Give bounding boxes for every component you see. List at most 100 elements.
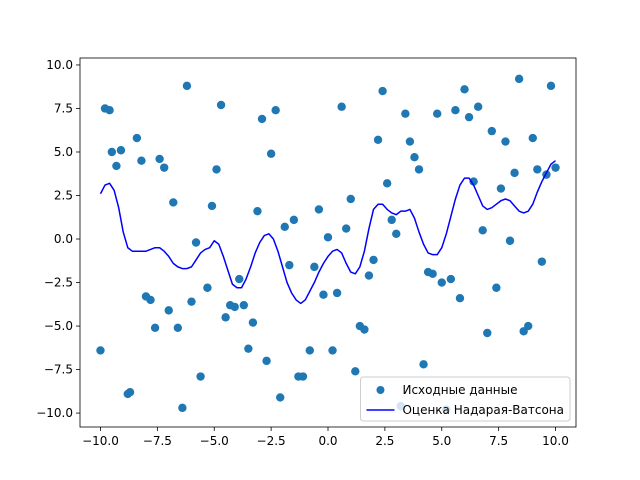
data-point bbox=[196, 372, 205, 381]
data-point bbox=[173, 323, 183, 332]
data-point bbox=[169, 198, 178, 207]
data-point bbox=[455, 293, 465, 303]
y-tick-label: −7.5 bbox=[44, 363, 73, 377]
data-point bbox=[546, 81, 556, 91]
x-axis: −10.0 −7.5 −5.0 −2.5 0.0 2.5 5.0 7.5 10.0 bbox=[82, 427, 569, 448]
data-point bbox=[323, 233, 333, 242]
data-point bbox=[155, 154, 164, 164]
nadaraya-watson-series bbox=[99, 160, 556, 305]
data-point bbox=[212, 165, 221, 174]
data-point bbox=[164, 306, 173, 315]
data-point bbox=[216, 100, 226, 110]
data-point bbox=[469, 177, 478, 186]
data-point bbox=[428, 269, 437, 279]
data-point bbox=[285, 260, 294, 270]
data-point bbox=[146, 295, 155, 305]
data-point bbox=[414, 165, 424, 174]
data-point bbox=[483, 328, 492, 338]
x-tick-label: 7.5 bbox=[489, 434, 508, 448]
data-point bbox=[342, 224, 351, 233]
y-tick-label: 7.5 bbox=[54, 101, 73, 115]
data-point bbox=[437, 278, 446, 287]
data-point bbox=[137, 156, 146, 165]
legend-label-line: Оценка Надарая-Ватсона bbox=[402, 403, 564, 417]
data-point bbox=[328, 346, 337, 355]
data-point bbox=[150, 323, 160, 332]
data-point bbox=[382, 179, 392, 188]
data-point bbox=[364, 271, 374, 280]
x-tick-label: 5.0 bbox=[432, 434, 451, 448]
data-point bbox=[373, 135, 383, 145]
data-point bbox=[510, 168, 519, 178]
data-point bbox=[446, 274, 456, 284]
data-point bbox=[346, 194, 355, 204]
data-point bbox=[182, 81, 192, 91]
scatter-series bbox=[96, 74, 560, 414]
x-tick-label: 10.0 bbox=[542, 434, 569, 448]
data-point bbox=[492, 283, 501, 292]
data-point bbox=[351, 367, 360, 376]
data-point bbox=[253, 206, 262, 216]
data-point bbox=[501, 137, 510, 146]
data-point bbox=[360, 325, 369, 334]
data-point bbox=[280, 222, 289, 232]
data-point bbox=[405, 137, 415, 146]
x-tick-label: 2.5 bbox=[375, 434, 394, 448]
data-point bbox=[207, 201, 217, 211]
plot-area bbox=[79, 57, 577, 428]
y-tick-label: 2.5 bbox=[54, 189, 73, 203]
legend: Исходные данные Оценка Надарая-Ватсона bbox=[359, 376, 571, 422]
legend-label-scatter: Исходные данные bbox=[402, 383, 517, 397]
x-tick-label: 0.0 bbox=[318, 434, 337, 448]
data-point bbox=[433, 109, 442, 118]
plot-frame bbox=[79, 57, 577, 428]
data-point bbox=[276, 393, 285, 402]
data-point bbox=[533, 165, 542, 174]
data-point bbox=[401, 109, 410, 118]
data-point bbox=[464, 112, 474, 122]
data-point bbox=[410, 153, 419, 162]
data-point bbox=[262, 356, 271, 366]
y-tick-label: −10.0 bbox=[36, 406, 73, 420]
data-point bbox=[230, 302, 239, 312]
data-point bbox=[310, 262, 319, 272]
data-point bbox=[419, 360, 428, 369]
data-point bbox=[187, 297, 196, 306]
data-point bbox=[235, 274, 244, 284]
data-point bbox=[387, 215, 396, 225]
data-point bbox=[337, 102, 346, 111]
data-point bbox=[257, 114, 267, 124]
x-tick-label: −7.5 bbox=[143, 434, 172, 448]
data-point bbox=[478, 226, 487, 235]
data-point bbox=[191, 238, 201, 247]
data-point bbox=[96, 346, 105, 355]
data-point bbox=[221, 313, 230, 322]
data-point bbox=[551, 163, 560, 172]
data-point bbox=[203, 283, 212, 292]
data-point bbox=[266, 149, 276, 158]
x-tick-label: −2.5 bbox=[257, 434, 286, 448]
data-point bbox=[314, 205, 324, 214]
data-point bbox=[244, 344, 253, 353]
data-point bbox=[487, 126, 497, 136]
x-tick-label: −10.0 bbox=[82, 434, 119, 448]
data-point bbox=[524, 321, 533, 331]
data-point bbox=[332, 288, 342, 298]
data-point bbox=[239, 300, 249, 310]
y-tick-label: −2.5 bbox=[44, 276, 73, 290]
data-point bbox=[271, 106, 280, 115]
data-point bbox=[159, 163, 169, 172]
data-point bbox=[496, 184, 506, 193]
data-point bbox=[514, 74, 524, 84]
data-point bbox=[378, 86, 387, 96]
data-point bbox=[178, 403, 187, 413]
data-point bbox=[460, 85, 469, 94]
estimate-line bbox=[99, 160, 556, 305]
y-tick-label: 0.0 bbox=[54, 232, 73, 246]
data-point bbox=[116, 146, 126, 155]
data-point bbox=[505, 236, 515, 245]
data-point bbox=[132, 133, 142, 143]
data-point bbox=[537, 257, 547, 266]
data-point bbox=[125, 387, 135, 397]
